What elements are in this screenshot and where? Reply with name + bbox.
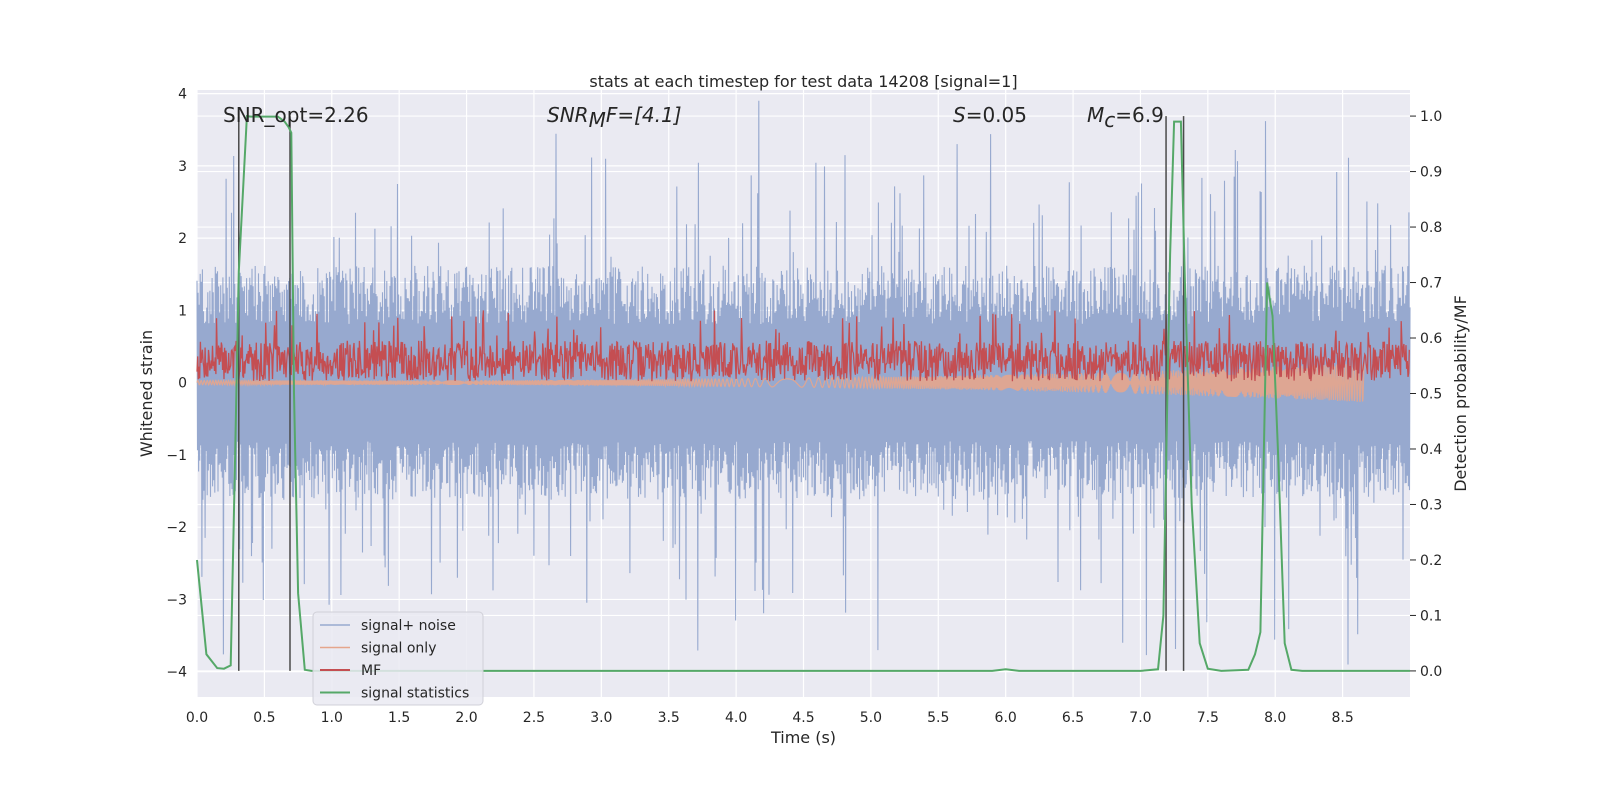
x-tick-label: 2.0 [455, 710, 477, 726]
legend: signal+ noise signal only MF signal stat… [312, 611, 484, 706]
y-tick-label: 2 [178, 231, 187, 247]
annotation-snr-mf-rest: F=[4.1] [606, 103, 682, 127]
y2-tick-label: 0.1 [1420, 608, 1442, 624]
x-axis: 0.0 0.5 1.0 1.5 2.0 2.5 3.0 3.5 4.0 4.5 5.0 5.5 6.0 6… [186, 710, 1354, 726]
y2-tick-label: 0.9 [1420, 165, 1442, 181]
y2-axis-label: Detection probability/MF [1451, 295, 1470, 492]
annotation-s-rest: =0.05 [966, 103, 1027, 127]
annotation-mc-main: M [1087, 103, 1104, 127]
x-tick-label: 8.0 [1264, 710, 1286, 726]
x-tick-label: 5.0 [860, 710, 882, 726]
legend-label-signal-only: signal only [361, 641, 436, 657]
annotation-mc-rest: =6.9 [1115, 103, 1164, 127]
x-tick-label: 4.5 [792, 710, 814, 726]
y-axis-left: −4 −3 −2 −1 0 1 2 3 4 [166, 87, 187, 681]
signal-noise-trace [196, 100, 1411, 665]
y-axis-label: Whitened strain [137, 330, 156, 457]
y2-tick-label: 0.7 [1420, 276, 1442, 292]
signal-statistics-line [196, 114, 1410, 672]
legend-label-mf: MF [361, 663, 381, 679]
legend-label-signal-noise: signal+ noise [361, 618, 456, 634]
y2-tick-label: 0.0 [1420, 664, 1442, 680]
x-tick-label: 1.5 [388, 710, 410, 726]
y2-tick-label: 0.2 [1420, 553, 1442, 569]
y-tick-label: 4 [178, 87, 187, 103]
x-tick-label: 0.0 [186, 710, 208, 726]
signal-only-trace [196, 363, 1365, 402]
y-tick-label: −1 [166, 448, 187, 464]
x-tick-label: 6.0 [995, 710, 1017, 726]
annotation-snr-mf-main: SNR [547, 103, 589, 127]
x-tick-label: 1.0 [321, 710, 343, 726]
y-tick-label: −3 [166, 592, 187, 608]
y-tick-label: −2 [166, 520, 187, 536]
x-tick-label: 6.5 [1062, 710, 1084, 726]
y-tick-label: 1 [178, 303, 187, 319]
y-tick-label: −4 [166, 665, 187, 681]
x-tick-label: 5.5 [927, 710, 949, 726]
y-tick-label: 3 [178, 159, 187, 175]
annotation-s-main: S [953, 103, 966, 127]
chart-title: stats at each timestep for test data 142… [589, 72, 1017, 91]
y2-tick-label: 0.5 [1420, 387, 1442, 403]
y2-tick-label: 0.8 [1420, 220, 1442, 236]
y2-tick-label: 0.6 [1420, 331, 1442, 347]
mf-trace [196, 310, 1410, 382]
y2-tick-label: 0.4 [1420, 442, 1442, 458]
x-tick-label: 0.5 [253, 710, 275, 726]
y2-tick-label: 0.3 [1420, 497, 1442, 513]
annotation-snr-mf-sub: M [589, 108, 606, 132]
x-tick-label: 3.5 [658, 710, 680, 726]
annotation-mc: Mc=6.9 [1087, 103, 1164, 132]
legend-box [312, 611, 484, 706]
legend-label-signal-statistics: signal statistics [361, 686, 469, 702]
annotation-s: S=0.05 [953, 103, 1027, 127]
x-tick-label: 7.0 [1129, 710, 1151, 726]
y-tick-label: 0 [178, 376, 187, 392]
x-tick-label: 2.5 [523, 710, 545, 726]
y2-tick-label: 1.0 [1420, 109, 1442, 125]
series-mf [196, 310, 1410, 382]
series-signal-statistics [196, 114, 1410, 672]
x-tick-label: 4.0 [725, 710, 747, 726]
annotation-mc-sub: c [1104, 108, 1115, 132]
series-signal-only [196, 363, 1365, 402]
x-tick-label: 3.0 [590, 710, 612, 726]
annotation-snr-mf: SNRMF=[4.1] [547, 103, 682, 132]
y-axis-right: 0.0 0.1 0.2 0.3 0.4 0.5 0.6 0.7 0.8 0.9 1.0 [1410, 109, 1442, 680]
x-tick-label: 7.5 [1197, 710, 1219, 726]
x-axis-label: Time (s) [770, 728, 836, 747]
x-tick-label: 8.5 [1331, 710, 1353, 726]
series-signal-noise [196, 100, 1411, 665]
annotation-snr-opt: SNR_opt=2.26 [223, 103, 369, 127]
